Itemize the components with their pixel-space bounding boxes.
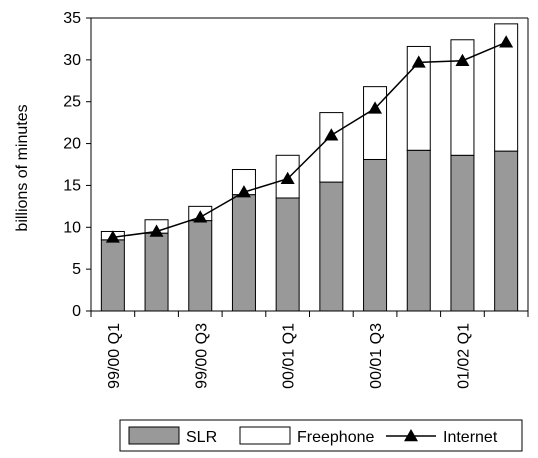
legend-swatch-freephone — [239, 426, 291, 445]
x-axis: 99/00 Q1 99/00 Q3 00/01 Q1 00/01 Q3 01/02 Q1 — [90, 310, 529, 389]
y-tick-label-7: 35 — [63, 10, 81, 27]
marker-internet-2 — [193, 210, 208, 223]
x-tick-label-0: 99/00 Q1 — [106, 323, 123, 389]
bar-slr-6 — [363, 158, 388, 312]
x-tick-label-2: 99/00 Q3 — [193, 323, 210, 389]
y-axis-title: billions of minutes — [14, 104, 31, 231]
bar-freephone-7 — [406, 45, 431, 151]
bar-freephone-5 — [319, 112, 344, 183]
bar-slr-7 — [406, 149, 431, 312]
bar-slr-0 — [100, 239, 125, 312]
legend-label-internet: Internet — [443, 429, 498, 446]
x-tick-label-8: 01/02 Q1 — [455, 323, 472, 389]
y-tick-label-0: 0 — [72, 303, 81, 320]
marker-internet-7 — [411, 55, 426, 68]
line-internet — [112, 41, 507, 239]
marker-internet-0 — [105, 230, 120, 243]
bar-freephone-9 — [494, 23, 519, 152]
y-tick-label-1: 5 — [72, 261, 81, 278]
plot-area — [91, 17, 529, 312]
marker-internet-4 — [280, 171, 295, 184]
legend-marker-internet — [404, 429, 418, 442]
legend-box — [119, 419, 523, 452]
marker-internet-5 — [324, 128, 339, 141]
x-tick-label-6: 00/01 Q3 — [368, 323, 385, 389]
y-tick-label-3: 15 — [63, 177, 81, 194]
legend-label-slr: SLR — [186, 429, 217, 446]
bar-slr-8 — [450, 154, 475, 312]
marker-internet-9 — [499, 35, 514, 48]
legend-label-freephone: Freephone — [297, 429, 374, 446]
marker-internet-1 — [149, 224, 164, 237]
marker-internet-8 — [455, 53, 470, 66]
bar-slr-5 — [319, 181, 344, 312]
y-tick-label-5: 25 — [63, 94, 81, 111]
bar-freephone-6 — [363, 86, 388, 160]
y-tick-label-6: 30 — [63, 52, 81, 69]
bar-slr-3 — [231, 194, 256, 312]
bar-freephone-8 — [450, 39, 475, 156]
marker-internet-3 — [236, 185, 251, 198]
y-tick-label-2: 10 — [63, 219, 81, 236]
legend: SLR Freephone Internet — [119, 419, 523, 452]
x-tick-label-4: 00/01 Q1 — [281, 323, 298, 389]
bar-slr-1 — [144, 232, 169, 312]
y-axis: 0 5 10 15 20 25 30 35 — [63, 10, 92, 320]
bar-slr-4 — [275, 197, 300, 312]
bar-slr-9 — [494, 150, 519, 312]
legend-swatch-slr — [128, 426, 180, 445]
marker-internet-6 — [368, 101, 383, 114]
bar-slr-2 — [188, 220, 213, 312]
y-tick-label-4: 20 — [63, 136, 81, 153]
